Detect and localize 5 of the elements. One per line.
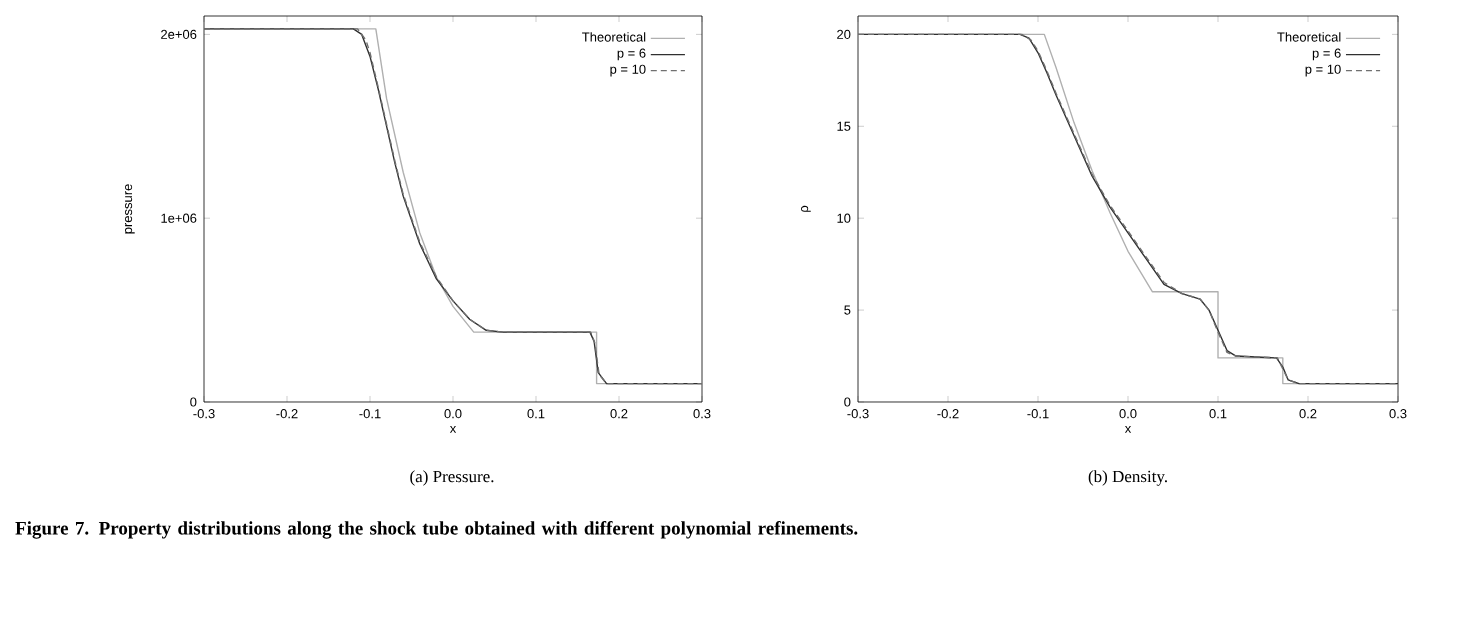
text: (b) Density. (1088, 470, 1167, 486)
line-series (858, 33, 1399, 385)
caption: Figure 7. Property distributions along the shock tube obtained with different polynomial refinements. (15, 521, 858, 539)
line-series (204, 28, 702, 385)
text: (a) Pressure. (410, 470, 494, 486)
